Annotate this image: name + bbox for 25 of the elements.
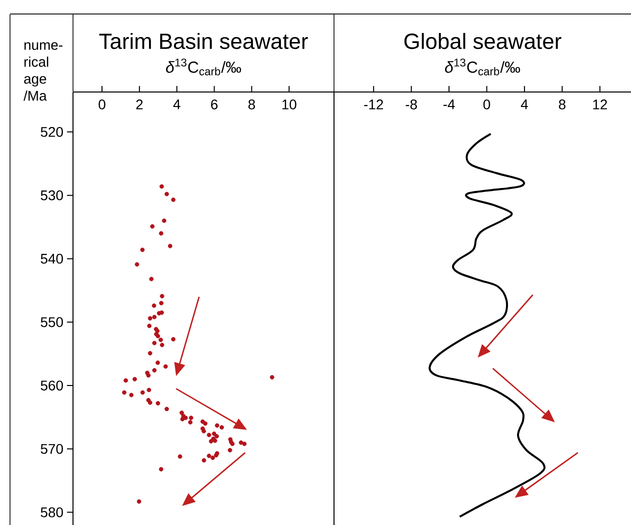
x-tick-label: 10 bbox=[282, 100, 296, 110]
x-tick-label: 0 bbox=[98, 100, 106, 110]
x-axis-title: δ$^{13}$C$_{carb}$/‰ bbox=[445, 58, 520, 76]
y-tick-label: 530 bbox=[40, 190, 63, 200]
x-tick-label: 6 bbox=[211, 100, 218, 110]
x-tick-label: 8 bbox=[248, 100, 255, 110]
x-tick-label: -12 bbox=[364, 100, 383, 110]
y-tick-label: 570 bbox=[40, 444, 63, 454]
x-tick-label: 4 bbox=[520, 100, 528, 110]
x-tick-label: 12 bbox=[593, 100, 607, 110]
chart-title: Tarim Basin seawater bbox=[99, 32, 308, 50]
x-tick-label: 4 bbox=[173, 100, 180, 110]
y-tick-label: 560 bbox=[40, 380, 63, 390]
y-tick-label: 540 bbox=[40, 254, 63, 264]
x-axis-title: δ$^{13}$C$_{carb}$/‰ bbox=[166, 58, 242, 76]
y-tick-label: 520 bbox=[40, 126, 63, 137]
x-tick-label: 2 bbox=[136, 100, 143, 110]
x-tick-label: -8 bbox=[406, 100, 417, 110]
y-axis-title: nume-rical age /Ma bbox=[24, 42, 62, 101]
chart-title: Global seawater bbox=[404, 32, 562, 50]
x-tick-label: 8 bbox=[558, 100, 566, 110]
y-tick-label: 580 bbox=[40, 507, 63, 518]
x-tick-label: 0 bbox=[483, 100, 490, 110]
y-tick-label: 550 bbox=[40, 317, 63, 328]
x-tick-label: -4 bbox=[443, 100, 455, 110]
